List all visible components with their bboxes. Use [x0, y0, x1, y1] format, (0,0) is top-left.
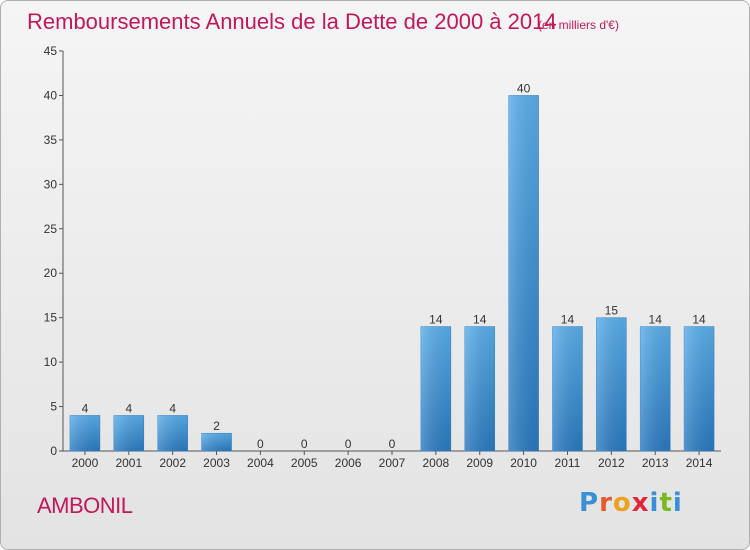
x-tick-label: 2008: [423, 456, 450, 470]
bar-shine: [69, 415, 100, 451]
logo-letter: P: [579, 488, 600, 518]
labels-group: 2000 4 2001 4 2002 4 2003 2 2004 0 2005 0 2006 0 2007 0…: [72, 81, 713, 470]
x-tick-label: 2004: [247, 456, 274, 470]
x-tick-label: 2003: [203, 456, 230, 470]
bar-shine: [157, 415, 188, 451]
y-tick-label: 15: [44, 311, 58, 325]
x-tick-label: 2007: [379, 456, 406, 470]
data-label: 4: [82, 401, 89, 415]
data-label: 15: [605, 304, 619, 318]
data-label: 14: [561, 313, 575, 327]
y-tick-label: 30: [44, 177, 58, 191]
data-label: 0: [345, 437, 352, 451]
data-label: 0: [301, 437, 308, 451]
y-tick-label: 25: [44, 222, 58, 236]
data-label: 14: [473, 313, 487, 327]
data-label: 14: [692, 313, 706, 327]
y-tick-label: 45: [44, 44, 58, 58]
bars-group: [69, 95, 715, 452]
data-label: 4: [169, 401, 176, 415]
logo-letter: t: [659, 488, 673, 518]
x-tick-label: 2002: [159, 456, 186, 470]
bar-shine: [113, 415, 144, 451]
chart-title: Remboursements Annuels de la Dette de 20…: [27, 9, 557, 34]
bar-shine: [684, 326, 715, 451]
x-tick-label: 2014: [686, 456, 713, 470]
bar-shine: [596, 317, 627, 451]
x-tick-label: 2005: [291, 456, 318, 470]
proxiti-logo: Proxiti: [579, 488, 683, 518]
x-tick-label: 2001: [115, 456, 142, 470]
x-tick-label: 2000: [72, 456, 99, 470]
data-label: 14: [649, 313, 663, 327]
data-label: 4: [125, 401, 132, 415]
logo-letter: o: [612, 488, 632, 518]
y-tick-label: 35: [44, 133, 58, 147]
data-label: 0: [389, 437, 396, 451]
x-tick-label: 2010: [510, 456, 537, 470]
logo-letter: i: [672, 488, 683, 518]
y-tick-label: 20: [44, 266, 58, 280]
logo-letter: r: [599, 488, 613, 518]
data-label: 2: [213, 419, 220, 433]
commune-name: AMBONIL: [37, 493, 133, 518]
y-tick-label: 40: [44, 88, 58, 102]
logo-letter: i: [649, 488, 660, 518]
x-tick-label: 2013: [642, 456, 669, 470]
y-tick-label: 10: [44, 355, 58, 369]
bar-shine: [640, 326, 671, 451]
x-tick-label: 2012: [598, 456, 625, 470]
x-tick-label: 2006: [335, 456, 362, 470]
y-tick-label: 5: [50, 400, 57, 414]
bar-shine: [508, 95, 539, 451]
x-tick-label: 2011: [555, 456, 581, 470]
x-tick-label: 2009: [466, 456, 493, 470]
bar-shine: [201, 433, 232, 451]
data-label: 14: [429, 313, 443, 327]
y-tick-label: 0: [50, 444, 57, 458]
bar-shine: [420, 326, 451, 451]
bar-shine: [464, 326, 495, 451]
chart-subtitle: (en milliers d'€): [538, 18, 619, 32]
bar-shine: [552, 326, 583, 451]
logo-letter: x: [631, 488, 650, 518]
data-label: 40: [517, 81, 531, 95]
data-label: 0: [257, 437, 264, 451]
